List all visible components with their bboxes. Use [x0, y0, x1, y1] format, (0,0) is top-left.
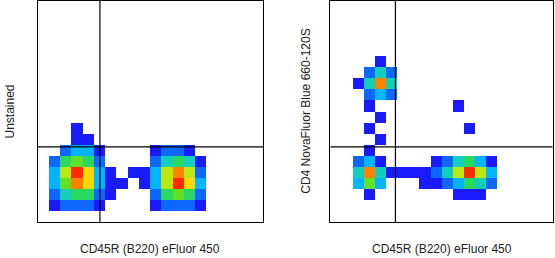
- svg-text:CD45R (B220) eFluor 450: CD45R (B220) eFluor 450: [372, 242, 512, 256]
- svg-text:Unstained: Unstained: [3, 84, 17, 138]
- svg-text:CD45R (B220) eFluor 450: CD45R (B220) eFluor 450: [80, 242, 220, 256]
- svg-text:CD4 NovaFluor Blue 660-120S: CD4 NovaFluor Blue 660-120S: [299, 28, 313, 193]
